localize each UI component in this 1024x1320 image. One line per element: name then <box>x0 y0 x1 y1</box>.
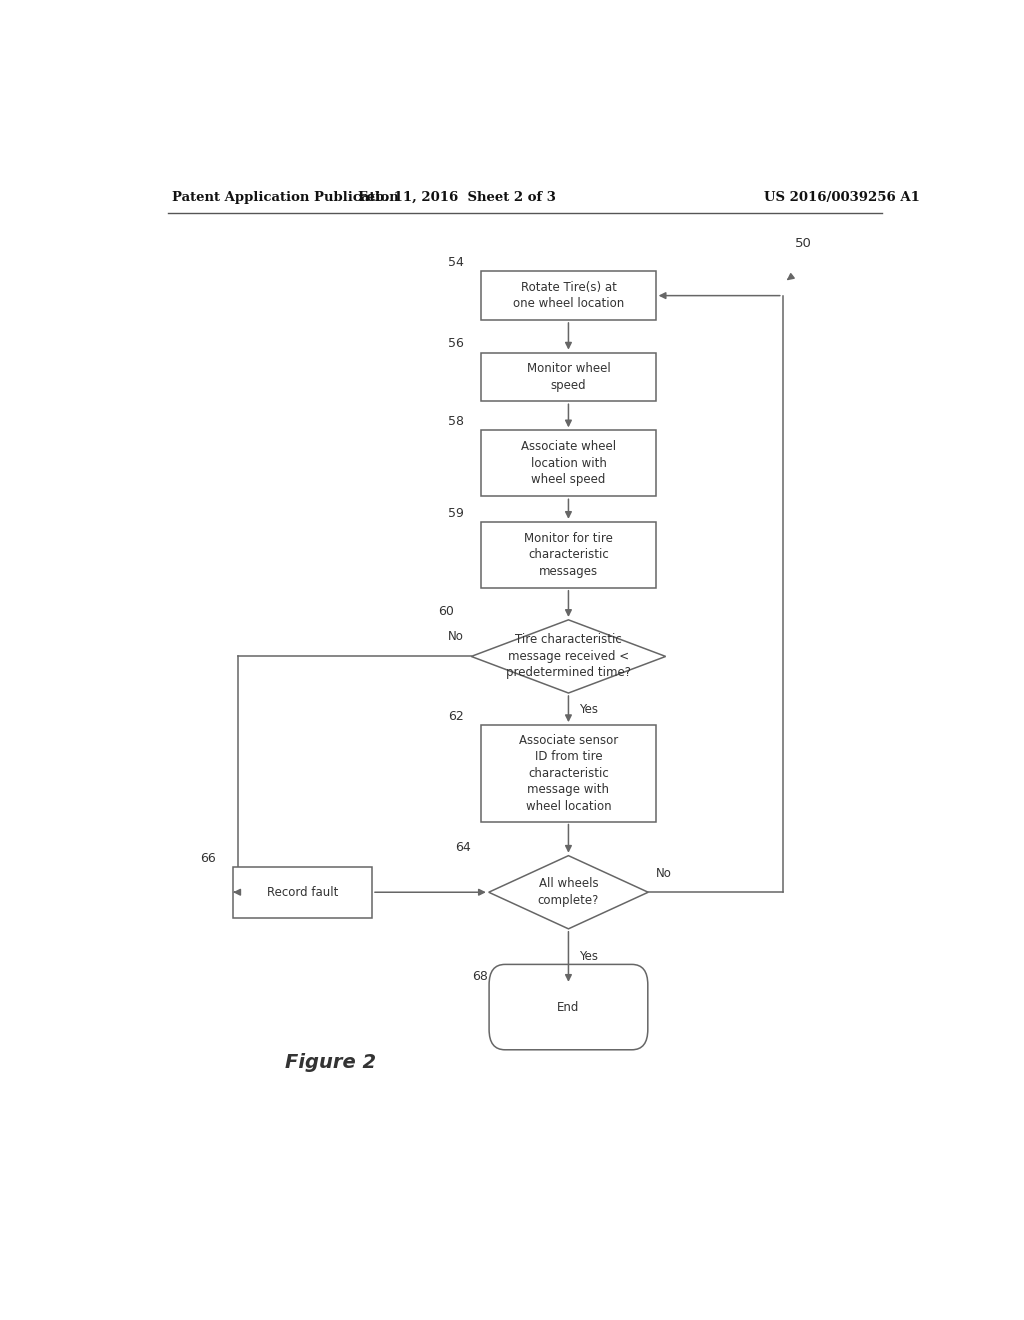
Text: Figure 2: Figure 2 <box>285 1053 376 1072</box>
Polygon shape <box>488 855 648 929</box>
FancyBboxPatch shape <box>481 521 655 587</box>
Text: Yes: Yes <box>579 702 598 715</box>
Text: Record fault: Record fault <box>267 886 338 899</box>
Text: Tire characteristic
message received <
predetermined time?: Tire characteristic message received < p… <box>506 634 631 680</box>
Text: Monitor wheel
speed: Monitor wheel speed <box>526 362 610 392</box>
Text: 68: 68 <box>472 970 487 982</box>
Text: Patent Application Publication: Patent Application Publication <box>172 190 398 203</box>
Text: 66: 66 <box>200 851 216 865</box>
Text: Feb. 11, 2016  Sheet 2 of 3: Feb. 11, 2016 Sheet 2 of 3 <box>358 190 556 203</box>
Text: 54: 54 <box>447 256 464 269</box>
Text: Associate wheel
location with
wheel speed: Associate wheel location with wheel spee… <box>521 441 616 486</box>
Text: 60: 60 <box>438 605 454 618</box>
Text: All wheels
complete?: All wheels complete? <box>538 878 599 907</box>
FancyBboxPatch shape <box>481 725 655 821</box>
Text: Yes: Yes <box>579 950 598 964</box>
FancyBboxPatch shape <box>481 271 655 319</box>
Text: 58: 58 <box>447 416 464 428</box>
Text: No: No <box>447 630 463 643</box>
Text: 56: 56 <box>447 338 464 351</box>
Text: 59: 59 <box>447 507 464 520</box>
FancyBboxPatch shape <box>489 965 648 1049</box>
Polygon shape <box>471 620 666 693</box>
FancyBboxPatch shape <box>481 430 655 496</box>
Text: 62: 62 <box>447 710 464 723</box>
Text: No: No <box>656 867 672 880</box>
Text: End: End <box>557 1001 580 1014</box>
FancyBboxPatch shape <box>233 867 372 917</box>
FancyBboxPatch shape <box>481 352 655 401</box>
Text: US 2016/0039256 A1: US 2016/0039256 A1 <box>764 190 921 203</box>
Text: 50: 50 <box>795 236 811 249</box>
Text: Associate sensor
ID from tire
characteristic
message with
wheel location: Associate sensor ID from tire characteri… <box>519 734 618 813</box>
Text: 64: 64 <box>456 841 471 854</box>
Text: Monitor for tire
characteristic
messages: Monitor for tire characteristic messages <box>524 532 613 578</box>
Text: Rotate Tire(s) at
one wheel location: Rotate Tire(s) at one wheel location <box>513 281 624 310</box>
